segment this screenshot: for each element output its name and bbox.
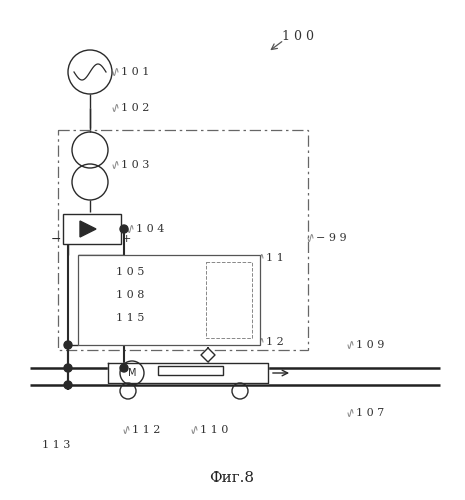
Text: 1 0 8: 1 0 8 — [116, 290, 144, 300]
Text: 1 1 3: 1 1 3 — [42, 440, 70, 450]
Text: 1 1 0: 1 1 0 — [200, 425, 228, 435]
Text: 1 2: 1 2 — [266, 337, 284, 347]
Bar — [78, 255, 260, 345]
Text: M: M — [128, 368, 136, 378]
Bar — [58, 130, 308, 350]
Bar — [63, 214, 121, 244]
Text: 1 1 5: 1 1 5 — [116, 313, 144, 323]
Polygon shape — [108, 363, 268, 383]
Text: 1 1 2: 1 1 2 — [132, 425, 160, 435]
Text: 1 0 5: 1 0 5 — [116, 267, 144, 277]
Text: +: + — [121, 234, 131, 244]
Bar — [206, 262, 252, 338]
Polygon shape — [80, 221, 96, 237]
Bar — [158, 366, 223, 375]
Text: 1 0 1: 1 0 1 — [121, 67, 149, 77]
Text: 1 0 2: 1 0 2 — [121, 103, 149, 113]
Circle shape — [64, 381, 72, 389]
Polygon shape — [201, 348, 215, 362]
Text: 1 0 4: 1 0 4 — [136, 224, 164, 234]
Text: 1 0 9: 1 0 9 — [356, 340, 385, 350]
Text: 1 0 0: 1 0 0 — [282, 30, 314, 43]
Circle shape — [64, 364, 72, 372]
Text: −: − — [51, 232, 61, 245]
Text: 1 1: 1 1 — [266, 253, 284, 263]
Text: 1 0 7: 1 0 7 — [356, 408, 384, 418]
Text: 1 0 3: 1 0 3 — [121, 160, 149, 170]
Circle shape — [120, 364, 128, 372]
Text: Фиг.8: Фиг.8 — [210, 471, 254, 485]
Circle shape — [64, 341, 72, 349]
Circle shape — [120, 225, 128, 233]
Text: − 9 9: − 9 9 — [316, 233, 346, 243]
